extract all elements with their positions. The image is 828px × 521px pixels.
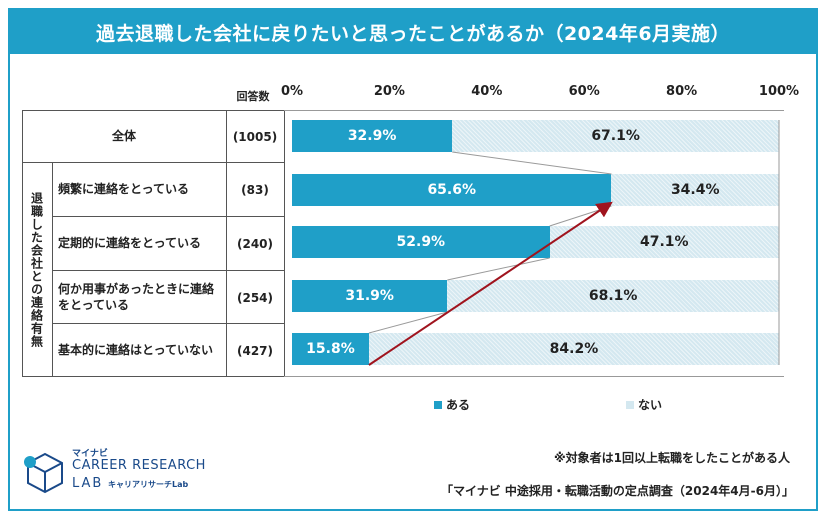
table-line — [52, 323, 284, 324]
row-label-none: 基本的に連絡はとっていない — [58, 342, 214, 357]
x-tick-label: 20% — [373, 84, 405, 99]
x-tick-label: 0% — [280, 84, 304, 99]
logo-name: CAREER RESEARCH — [72, 458, 206, 473]
legend-no: ない — [626, 396, 662, 413]
x-tick-label: 40% — [471, 84, 503, 99]
row-label-all: 全体 — [111, 129, 136, 144]
row-label-occasional: 何か用事があったときに連絡をとっている — [58, 281, 215, 312]
table-line — [52, 162, 53, 377]
logo-brand: マイナビ — [72, 449, 108, 459]
bar-segment-no: 67.1% — [452, 120, 779, 152]
legend-yes: ある — [434, 396, 470, 413]
bar-value-label-no: 47.1% — [640, 234, 689, 250]
bar-value-label-yes: 31.9% — [345, 288, 394, 304]
bar-segment-no: 68.1% — [447, 280, 779, 312]
table-line — [284, 110, 285, 377]
table-line — [22, 376, 284, 377]
bar-segment-no: 84.2% — [368, 333, 779, 365]
source-note: 「マイナビ 中途採用・転職活動の定点調査（2024年4月-6月）」 — [440, 484, 794, 498]
row-count: (1005) — [232, 130, 278, 144]
logo-sub: キャリアリサーチLab — [108, 480, 189, 489]
table-line — [22, 110, 23, 377]
x-tick-label: 60% — [568, 84, 600, 99]
row-count: (254) — [236, 290, 274, 305]
logo-lab: LAB — [72, 476, 104, 491]
chart-frame: 過去退職した会社に戻りたいと思ったことがあるか（2024年6月実施） — [8, 8, 818, 511]
bar-segment-yes: 31.9% — [292, 280, 448, 312]
target-note: ※対象者は1回以上転職をしたことがある人 — [553, 451, 790, 465]
bar-value-label-yes: 15.8% — [306, 341, 355, 357]
row-count: (427) — [236, 343, 274, 358]
bar-segment-yes: 65.6% — [292, 174, 612, 206]
legend-label-yes: ある — [446, 398, 471, 412]
bar-value-label-no: 34.4% — [670, 182, 720, 198]
row-count: (240) — [236, 237, 274, 251]
x-tick-label: 100% — [758, 84, 800, 99]
legend-swatch-yes — [434, 400, 442, 409]
row-label-frequent: 頻繁に連絡をとっている — [58, 182, 190, 197]
bar-segment-yes: 32.9% — [292, 120, 453, 152]
x-tick-label: 80% — [666, 84, 698, 99]
plot-top-line — [284, 110, 784, 111]
table-line — [226, 110, 227, 377]
table-line — [52, 270, 284, 271]
chart-title: 過去退職した会社に戻りたいと思ったことがあるか（2024年6月実施） — [10, 10, 816, 54]
plot-bottom-line — [284, 376, 784, 377]
logo: マイナビ CAREER RESEARCH LAB キャリアリサーチLab — [22, 446, 222, 500]
bar-value-label-yes: 65.6% — [427, 182, 477, 198]
legend-label-no: ない — [638, 398, 663, 412]
bar-segment-yes: 52.9% — [292, 226, 550, 258]
table-line — [52, 216, 284, 217]
legend-swatch-no — [626, 400, 634, 409]
row-label-regular: 定期的に連絡をとっている — [58, 236, 202, 251]
row-count: (83) — [241, 183, 269, 197]
bar-segment-no: 47.1% — [549, 226, 779, 258]
bar-value-label-yes: 32.9% — [347, 128, 397, 144]
bar-value-label-yes: 52.9% — [396, 234, 446, 250]
table-line — [22, 162, 284, 163]
bar-segment-no: 34.4% — [611, 174, 779, 206]
count-header: 回答数 — [236, 90, 270, 103]
group-label: 退職した会社との連絡有無 — [29, 192, 44, 348]
bar-segment-yes: 15.8% — [292, 333, 369, 365]
bar-value-label-no: 67.1% — [591, 128, 640, 144]
bar-value-label-no: 68.1% — [588, 288, 638, 304]
table-line — [22, 110, 284, 111]
logo-cube-icon — [24, 452, 63, 494]
bar-value-label-no: 84.2% — [549, 341, 599, 357]
